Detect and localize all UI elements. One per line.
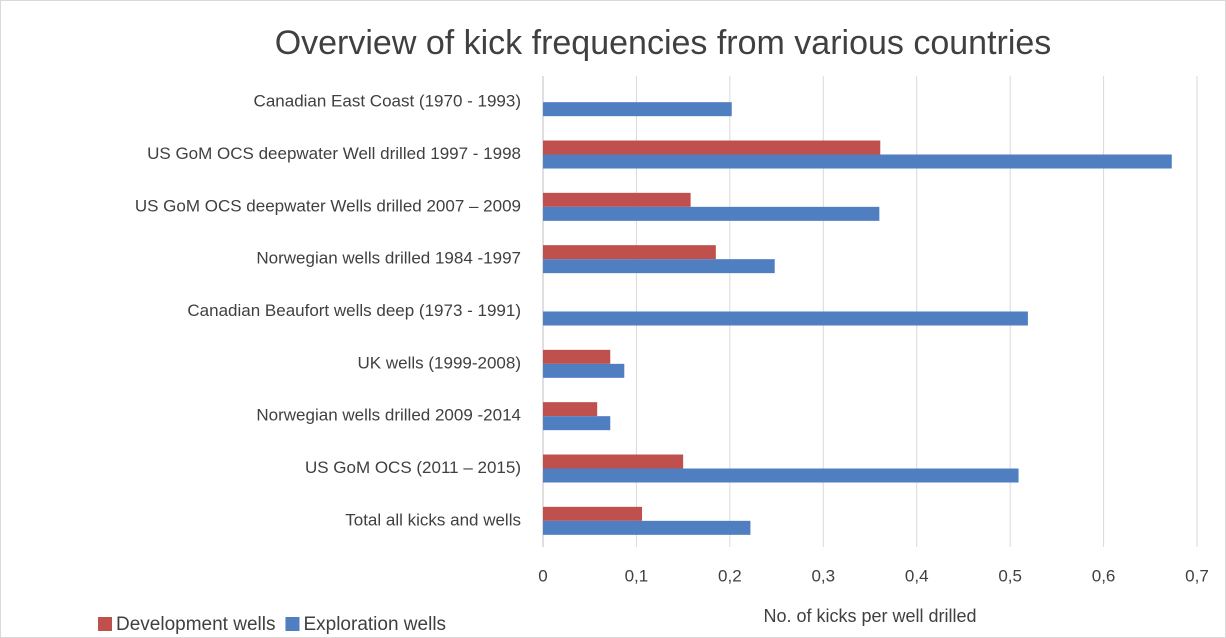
x-tick-label: 0,3 <box>811 566 835 585</box>
bar <box>543 102 732 117</box>
legend-label: Exploration wells <box>303 614 446 635</box>
y-tick-label: Canadian East Coast (1970 - 1993) <box>254 92 521 111</box>
bar <box>543 520 751 535</box>
bar <box>543 349 611 364</box>
bar <box>543 416 611 431</box>
y-tick-label: Total all kicks and wells <box>345 510 521 529</box>
bar <box>543 206 880 221</box>
legend-swatch <box>98 617 112 631</box>
y-tick-label: US GoM OCS deepwater Wells drilled 2007 … <box>135 196 521 215</box>
x-tick-label: 0,5 <box>998 566 1022 585</box>
bar <box>543 140 881 155</box>
y-tick-label: Norwegian wells drilled 2009 -2014 <box>256 406 521 425</box>
bar <box>543 245 716 260</box>
x-tick-label: 0,2 <box>718 566 742 585</box>
legend-label: Development wells <box>116 614 275 635</box>
x-tick-label: 0,7 <box>1185 566 1209 585</box>
y-tick-label: US GoM OCS (2011 – 2015) <box>305 458 521 477</box>
legend-swatch <box>285 617 300 631</box>
x-tick-label: 0,1 <box>625 566 649 585</box>
chart-title: Overview of kick frequencies from variou… <box>275 24 1052 62</box>
y-tick-label: US GoM OCS deepwater Well drilled 1997 -… <box>147 144 521 163</box>
bar <box>543 506 643 521</box>
x-axis-title: No. of kicks per well drilled <box>763 606 976 626</box>
bar <box>543 363 625 378</box>
bar <box>543 192 691 207</box>
x-tick-label: 0,6 <box>1092 566 1116 585</box>
x-tick-label: 0,4 <box>905 566 929 585</box>
bar <box>543 402 598 417</box>
y-tick-label: Canadian Beaufort wells deep (1973 - 199… <box>187 301 521 320</box>
y-tick-label: Norwegian wells drilled 1984 -1997 <box>256 249 521 268</box>
bar <box>543 454 684 469</box>
bar <box>543 311 1028 326</box>
x-tick-label: 0 <box>538 566 547 585</box>
bar <box>543 259 775 274</box>
y-tick-label: UK wells (1999-2008) <box>358 353 521 372</box>
bar <box>543 154 1172 169</box>
bar <box>543 468 1019 483</box>
